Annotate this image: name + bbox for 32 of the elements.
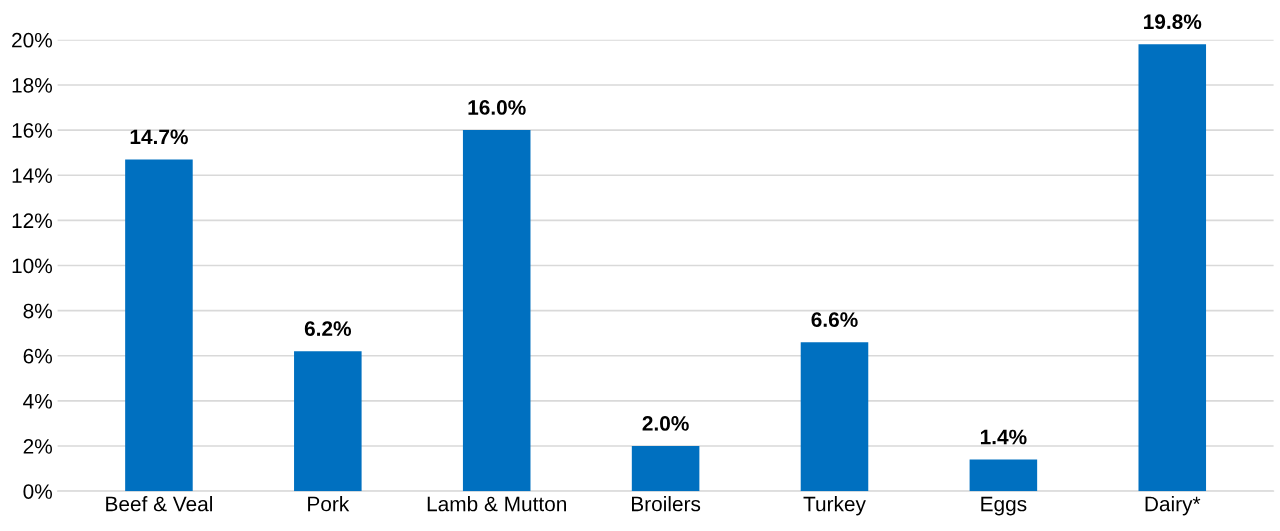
bar: [294, 351, 362, 492]
bar: [1138, 44, 1207, 492]
y-tick-label: 8%: [23, 303, 52, 319]
x-tick-label: Broilers: [632, 496, 701, 512]
y-tick-label: 6%: [23, 348, 52, 364]
bar: [800, 342, 869, 492]
y-tick-label: 20%: [12, 32, 52, 48]
y-tick-label: 14%: [12, 168, 52, 183]
bar: [125, 159, 193, 492]
y-tick-label: 4%: [23, 394, 52, 409]
bar: [462, 130, 531, 492]
x-tick-label: Beef & Veal: [106, 496, 212, 512]
y-tick-label: 16%: [12, 123, 52, 138]
data-label: 2.0%: [642, 416, 689, 431]
data-label: 6.6%: [811, 312, 858, 327]
y-tick-label: 18%: [12, 77, 52, 93]
data-label: 1.4%: [980, 429, 1027, 445]
y-tick-label: 0%: [23, 484, 52, 499]
data-label: 19.8%: [1144, 14, 1202, 30]
x-tick-label: Pork: [308, 496, 350, 512]
y-tick-label: 2%: [23, 439, 52, 454]
data-label: 16.0%: [468, 100, 526, 115]
y-tick-label: 10%: [12, 258, 52, 274]
x-tick-label: Dairy*: [1145, 496, 1201, 516]
bar: [969, 459, 1038, 492]
x-tick-label: Eggs: [981, 496, 1027, 516]
data-label: 14.7%: [130, 129, 188, 145]
bar: [631, 446, 700, 492]
y-tick-label: 12%: [12, 213, 52, 229]
x-tick-label: Lamb & Mutton: [427, 496, 566, 512]
data-label: 6.2%: [304, 321, 352, 337]
x-tick-label: Turkey: [803, 496, 866, 516]
